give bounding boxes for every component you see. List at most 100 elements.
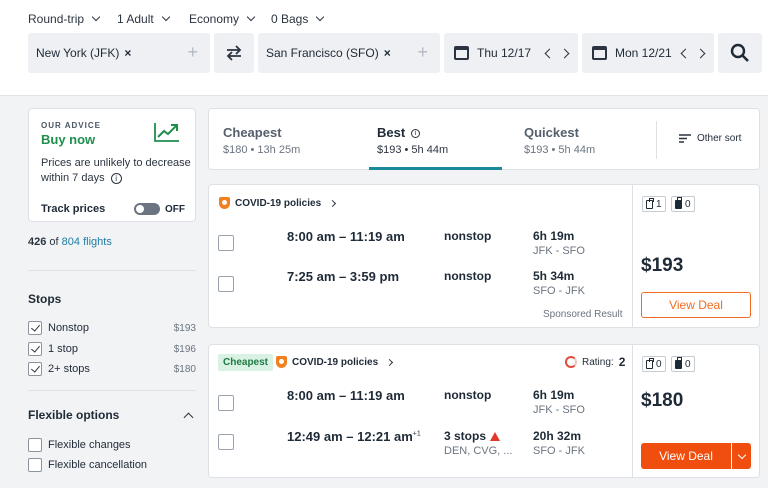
leg-duration: 6h 19m (533, 388, 575, 402)
leg-duration: 20h 32m (533, 429, 582, 443)
add-destination-icon[interactable]: + (417, 42, 428, 62)
stops-option-label: Nonstop (48, 322, 89, 334)
divider (28, 390, 196, 391)
flexible-option-label: Flexible changes (48, 439, 131, 451)
info-icon[interactable]: i (410, 129, 420, 138)
one-stop-checkbox[interactable] (28, 342, 42, 356)
advice-card: OUR ADVICE Buy now Prices are unlikely t… (28, 108, 196, 222)
toggle-knob (136, 205, 144, 213)
flexible-changes-checkbox[interactable] (28, 438, 42, 452)
all-flights-link[interactable]: 804 flights (61, 236, 112, 248)
sort-tabs: Cheapest $180 • 13h 25m Best i $193 • 5h… (208, 108, 760, 170)
next-day-marker: +1 (412, 430, 421, 438)
prev-depart-date-icon[interactable] (544, 48, 555, 58)
bags-label: 0 Bags (271, 12, 309, 26)
compare-checkbox[interactable] (218, 434, 234, 450)
stops-option-price: $193 (173, 322, 196, 334)
tab-title: Cheapest (223, 125, 282, 140)
passengers-dropdown[interactable]: 1 Adult (117, 10, 170, 28)
shield-icon (219, 197, 230, 209)
leg-duration-block: 20h 32m SFO - JFK (533, 429, 585, 457)
checked-bag-badge: 0 (642, 356, 666, 372)
warning-icon (490, 431, 501, 441)
flexible-options-header[interactable]: Flexible options (28, 407, 196, 423)
stops-option-2-plus[interactable]: 2+ stops $180 (28, 362, 196, 376)
flexible-options-title: Flexible options (28, 408, 120, 422)
leg-duration: 5h 34m (533, 269, 575, 283)
cabin-label: Economy (189, 12, 240, 26)
rating-label: Rating: (582, 356, 614, 368)
return-date-field[interactable]: Mon 12/21 (582, 33, 714, 73)
leg-duration-block: 6h 19m JFK - SFO (533, 229, 585, 257)
bag-count: 0 (656, 358, 662, 370)
view-deal-button[interactable]: View Deal (641, 443, 731, 469)
chevron-down-icon (737, 450, 746, 459)
chevron-up-icon[interactable] (183, 412, 194, 422)
check-icon (30, 363, 40, 373)
origin-field[interactable]: New York (JFK) × + (28, 33, 210, 73)
compare-checkbox[interactable] (218, 276, 234, 292)
search-button[interactable] (718, 33, 762, 73)
return-date-value: Mon 12/21 (615, 46, 672, 60)
bags-dropdown[interactable]: 0 Bags (271, 10, 325, 28)
carry-on-bag-icon (646, 197, 654, 209)
result-card[interactable]: Cheapest COVID-19 policies Rating: 2 8:0… (208, 344, 760, 478)
sponsored-note: Sponsored Result (543, 309, 623, 320)
tab-best[interactable]: Best i $193 • 5h 44m (377, 125, 448, 156)
flexible-option[interactable]: Flexible cancellation (28, 458, 147, 472)
result-price: $193 (641, 255, 684, 276)
leg-route: JFK - SFO (533, 404, 585, 416)
tab-quickest[interactable]: Quickest $193 • 5h 44m (524, 125, 595, 156)
chevron-down-icon (91, 12, 101, 22)
carry-on-bag-icon (646, 357, 654, 369)
result-price: $180 (641, 390, 684, 411)
compare-checkbox[interactable] (218, 395, 234, 411)
nonstop-checkbox[interactable] (28, 321, 42, 335)
sort-lines-icon (679, 134, 691, 143)
flexible-option[interactable]: Flexible changes (28, 438, 131, 452)
next-return-date-icon[interactable] (695, 48, 706, 58)
tab-title: Best i (377, 125, 448, 140)
remove-destination-icon[interactable]: × (383, 46, 391, 60)
results-of: of (49, 236, 59, 248)
tab-subtitle: $193 • 5h 44m (377, 144, 449, 156)
leg-stops: nonstop (444, 229, 492, 243)
tab-subtitle: $180 • 13h 25m (223, 144, 301, 156)
two-plus-stops-checkbox[interactable] (28, 362, 42, 376)
add-origin-icon[interactable]: + (187, 42, 198, 62)
result-card[interactable]: COVID-19 policies 8:00 am – 11:19 am non… (208, 184, 760, 328)
track-prices-toggle[interactable] (134, 203, 160, 215)
chevron-right-icon (386, 358, 394, 366)
view-deal-button[interactable]: View Deal (641, 292, 751, 318)
origin-value: New York (JFK) (36, 46, 120, 60)
cheapest-badge: Cheapest (218, 354, 274, 371)
stops-option-nonstop[interactable]: Nonstop $193 (28, 321, 196, 335)
more-deals-button[interactable] (732, 443, 751, 469)
tab-cheapest[interactable]: Cheapest $180 • 13h 25m (223, 125, 300, 156)
covid-policy-link[interactable]: COVID-19 policies (219, 197, 337, 209)
stops-option-1-stop[interactable]: 1 stop $196 (28, 342, 196, 356)
compare-checkbox[interactable] (218, 235, 234, 251)
trip-type-dropdown[interactable]: Round-trip (28, 10, 101, 28)
checked-bag-badge: 0 (671, 356, 695, 372)
leg-duration-block: 5h 34m SFO - JFK (533, 269, 585, 297)
cabin-dropdown[interactable]: Economy (189, 10, 256, 28)
destination-field[interactable]: San Francisco (SFO) × + (258, 33, 440, 73)
swap-button[interactable] (214, 33, 254, 73)
covid-policy-link[interactable]: COVID-19 policies (276, 356, 394, 368)
other-sort-button[interactable]: Other sort (679, 133, 741, 144)
chevron-down-icon (246, 12, 256, 22)
track-prices-label: Track prices (41, 203, 106, 215)
depart-date-field[interactable]: Thu 12/17 (444, 33, 578, 73)
prev-return-date-icon[interactable] (680, 48, 691, 58)
bag-count: 1 (656, 198, 662, 210)
policy-label: COVID-19 policies (292, 356, 379, 368)
remove-origin-icon[interactable]: × (124, 46, 132, 60)
leg-time: 7:25 am – 3:59 pm (287, 269, 400, 284)
info-icon[interactable]: i (110, 173, 122, 184)
calendar-icon (592, 46, 607, 60)
flexible-cancellation-checkbox[interactable] (28, 458, 42, 472)
shield-icon (276, 356, 287, 368)
chevron-right-icon (329, 199, 337, 207)
next-depart-date-icon[interactable] (559, 48, 570, 58)
